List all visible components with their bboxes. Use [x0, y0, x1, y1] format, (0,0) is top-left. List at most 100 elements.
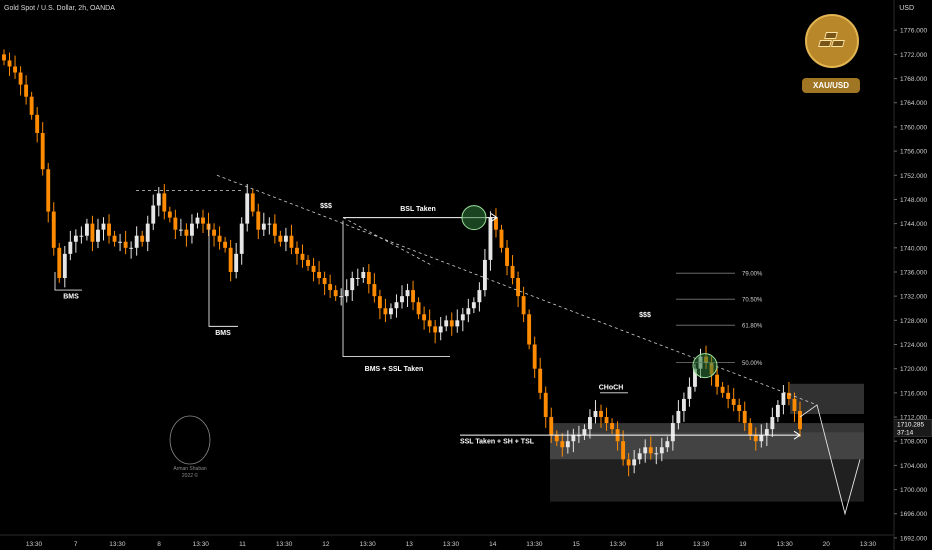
candle-body: [239, 223, 244, 254]
candle-body: [13, 66, 17, 73]
candle-body: [73, 235, 78, 242]
candle-body: [333, 290, 338, 297]
y-tick-label: 1692.000: [900, 535, 927, 542]
candle-body: [372, 284, 377, 297]
candle-body: [588, 417, 592, 430]
candle-body: [798, 410, 802, 430]
candle-body: [101, 223, 106, 230]
candle-body: [610, 423, 614, 430]
candle-body: [543, 392, 548, 418]
candle-body: [405, 290, 410, 297]
candle-body: [140, 235, 145, 242]
annotation-label: BSL Taken: [400, 206, 436, 213]
candle-body: [438, 326, 443, 333]
fib-level-label: 61.80%: [742, 324, 763, 330]
fib-level-label: 70.50%: [742, 298, 763, 304]
candle-body: [427, 320, 432, 327]
candle-body: [184, 229, 189, 236]
candle-body: [24, 84, 29, 97]
candle-body: [604, 417, 609, 424]
candle-body: [79, 235, 84, 237]
y-tick-label: 1740.000: [900, 245, 927, 252]
candle-body: [123, 241, 128, 248]
y-tick-label: 1696.000: [900, 511, 927, 518]
x-tick-label: 13:30: [359, 541, 376, 548]
candle-body: [151, 205, 156, 224]
candle-body: [178, 229, 183, 231]
candle-body: [256, 211, 261, 230]
x-tick-label: 13:30: [109, 541, 126, 548]
candle-body: [389, 308, 393, 315]
bsl-arrow-head: [490, 213, 498, 222]
candle-body: [162, 193, 167, 212]
candle-body: [51, 211, 56, 248]
candle-body: [659, 447, 664, 454]
y-tick-label: 1748.000: [900, 197, 927, 204]
candle-body: [770, 417, 775, 430]
candle-body: [521, 296, 526, 315]
candle-body: [173, 217, 178, 230]
y-tick-label: 1752.000: [900, 173, 927, 180]
candle-body: [764, 429, 769, 436]
candle-body: [792, 398, 797, 411]
candle-body: [206, 223, 211, 230]
current-price-label: 1710.285: [897, 421, 924, 428]
y-tick-label: 1724.000: [900, 342, 927, 349]
y-tick-label: 1720.000: [900, 366, 927, 373]
candle-body: [383, 308, 388, 315]
x-tick-label: 15: [572, 541, 580, 548]
candle-body: [422, 314, 427, 321]
candle-body: [449, 320, 454, 327]
candle-body: [781, 392, 786, 405]
candle-body: [676, 410, 681, 424]
xauusd-badge: XAU/USD: [802, 14, 860, 96]
candle-body: [156, 193, 161, 206]
candle-body: [549, 417, 554, 436]
candle-body: [145, 223, 150, 242]
candle-body: [693, 368, 697, 387]
watermark-line-1: Arman Shaban: [173, 466, 207, 472]
candle-body: [737, 404, 742, 411]
fib-level-label: 50.00%: [742, 361, 763, 367]
candle-body: [759, 435, 764, 442]
candle-body: [217, 235, 222, 242]
projection-path: [799, 404, 861, 516]
candle-body: [377, 296, 382, 309]
x-tick-label: 13:30: [276, 541, 293, 548]
y-tick-label: 1708.000: [900, 439, 927, 446]
candle-body: [344, 290, 349, 297]
candle-body: [565, 441, 570, 448]
y-tick-label: 1704.000: [900, 463, 927, 470]
lower-demand-zone: [550, 432, 864, 460]
candle-body: [317, 271, 322, 279]
candle-body: [400, 296, 404, 303]
candle-body: [687, 386, 692, 399]
candle-body: [593, 410, 598, 418]
x-tick-label: 19: [739, 541, 747, 548]
annotation-label: $$$: [320, 203, 332, 210]
candle-body: [471, 302, 476, 309]
candle-body: [720, 386, 725, 393]
candle-body: [62, 253, 67, 279]
liquidity-dashed: [342, 217, 434, 267]
candle-body: [261, 223, 266, 230]
candle-body: [632, 459, 637, 466]
y-tick-label: 1728.000: [900, 318, 927, 325]
y-tick-label: 1744.000: [900, 221, 927, 228]
annotation-label: CHoCH: [599, 384, 624, 391]
candle-body: [670, 423, 675, 442]
candle-body: [18, 72, 23, 85]
candle-body: [571, 435, 576, 442]
candle-body: [267, 223, 272, 225]
candle-body: [306, 259, 310, 266]
sh-highlight-circle: [692, 353, 718, 379]
candle-body: [488, 217, 493, 260]
x-tick-label: 13:30: [443, 541, 460, 548]
candle-body: [455, 320, 460, 327]
candle-body: [212, 229, 216, 236]
y-tick-label: 1700.000: [900, 487, 927, 494]
y-tick-label: 1732.000: [900, 294, 927, 301]
badge-label: XAU/USD: [802, 78, 860, 93]
